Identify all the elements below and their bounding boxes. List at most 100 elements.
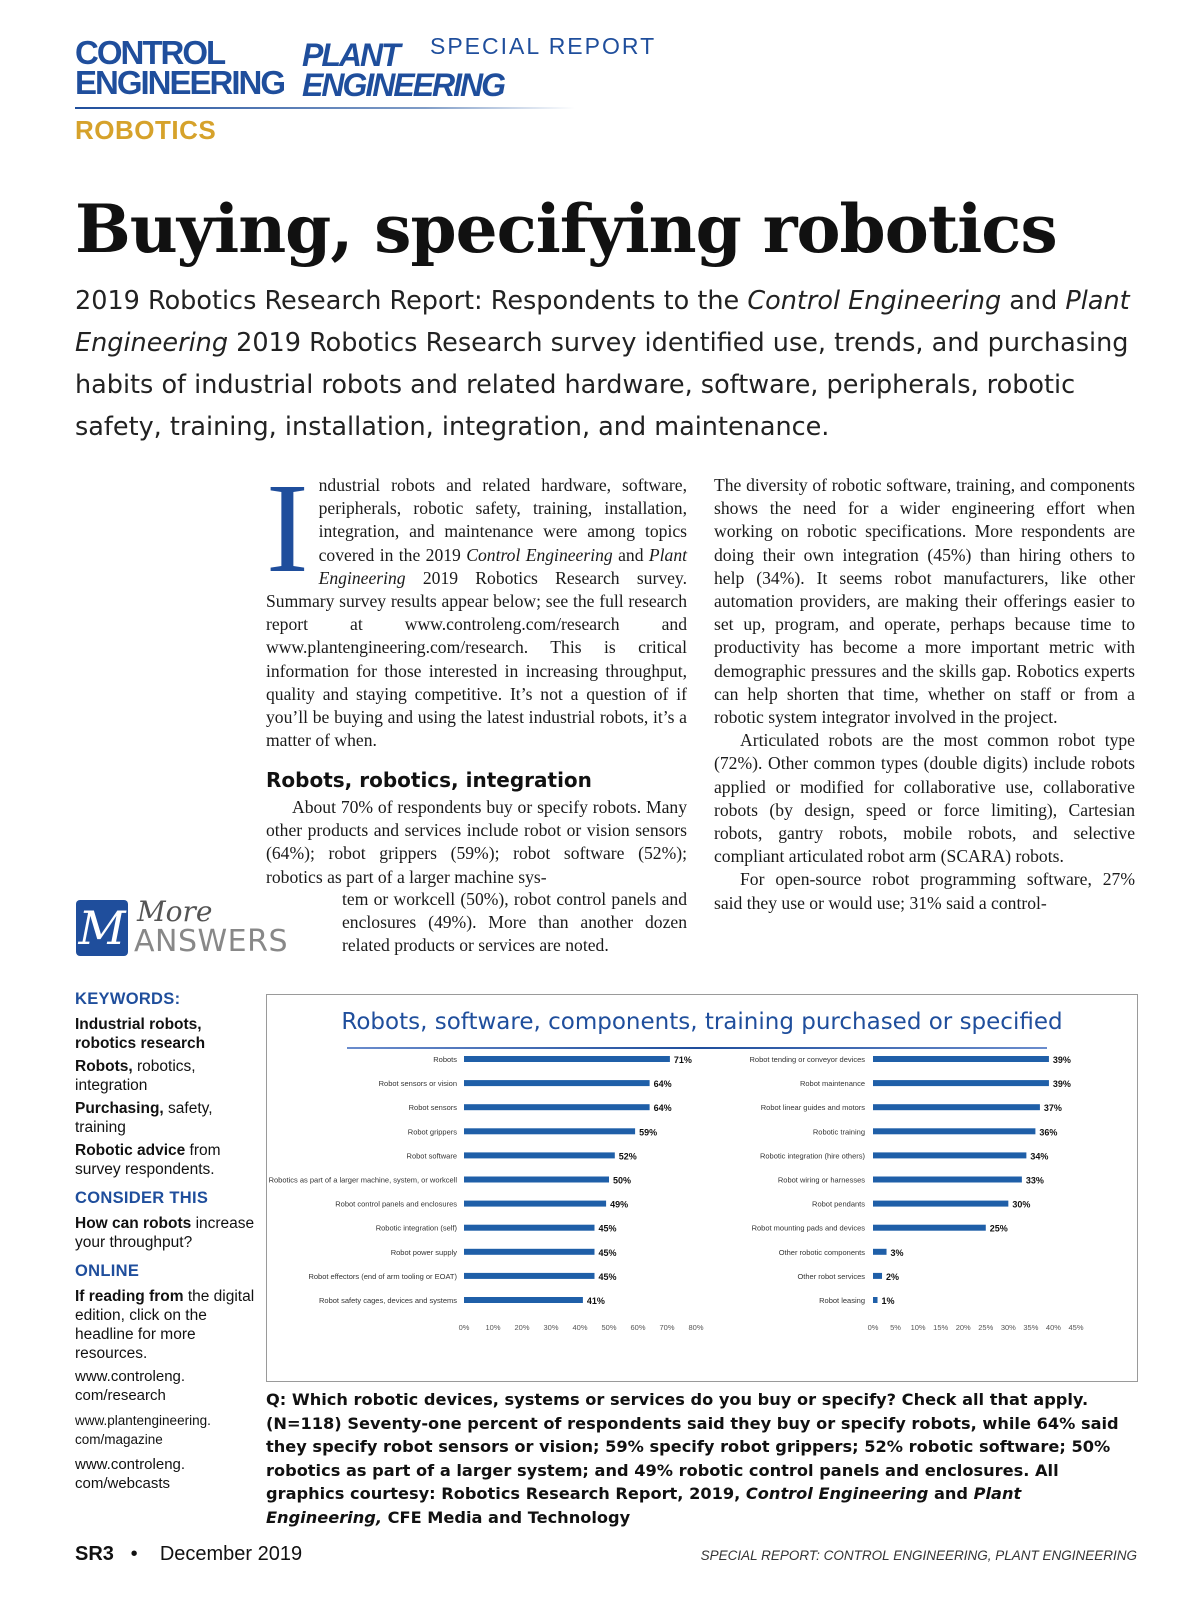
- bar-category-label: Robot leasing: [819, 1296, 865, 1305]
- bar-value-label: 34%: [1030, 1151, 1048, 1161]
- body-paragraph-2b: tem or workcell (50%), robot control pan…: [342, 889, 687, 956]
- bar-category-label: Robot control panels and enclosures: [335, 1200, 457, 1209]
- right-paragraph-3: For open-source robot programming softwa…: [714, 869, 1135, 913]
- axis-tick-label: 45%: [1068, 1323, 1083, 1332]
- bar-value-label: 39%: [1053, 1055, 1071, 1065]
- axis-tick-label: 25%: [978, 1323, 993, 1332]
- axis-tick-label: 20%: [956, 1323, 971, 1332]
- bar-value-label: 49%: [610, 1200, 628, 1210]
- bar-value-label: 64%: [654, 1079, 672, 1089]
- badge-answers-text: ANSWERS: [134, 924, 289, 959]
- sidebar: KEYWORDS: Industrial robots, robotics re…: [75, 990, 255, 1499]
- badge-more-text: More: [137, 895, 213, 928]
- bar-value-label: 36%: [1039, 1127, 1057, 1137]
- bar: [873, 1152, 1027, 1159]
- bar-category-label: Robot mounting pads and devices: [752, 1224, 866, 1233]
- bar-category-label: Robot software: [407, 1151, 457, 1160]
- bar: [873, 1128, 1036, 1135]
- bar: [464, 1104, 650, 1111]
- bar-category-label: Robotic integration (self): [376, 1224, 458, 1233]
- plant-engineering-logo: PLANT ENGINEERING: [302, 37, 506, 103]
- control-engineering-logo: CONTROL ENGINEERING: [75, 34, 286, 101]
- bar-value-label: 59%: [639, 1127, 657, 1137]
- bar-category-label: Robot safety cages, devices and systems: [319, 1296, 457, 1305]
- consider-heading: CONSIDER THIS: [75, 1189, 209, 1207]
- bar-category-label: Robotics as part of a larger machine, sy…: [269, 1176, 458, 1185]
- bar-value-label: 50%: [613, 1176, 631, 1186]
- bar-value-label: 52%: [619, 1151, 637, 1161]
- bar: [464, 1248, 595, 1255]
- axis-tick-label: 35%: [1023, 1323, 1038, 1332]
- bar: [464, 1080, 650, 1087]
- footer-running-title: SPECIAL REPORT: CONTROL ENGINEERING, PLA…: [700, 1548, 1137, 1563]
- bar-category-label: Robot pendants: [812, 1200, 865, 1209]
- page-number: SR3: [75, 1543, 114, 1565]
- axis-tick-label: 0%: [868, 1323, 879, 1332]
- axis-tick-label: 30%: [543, 1323, 558, 1332]
- link-controleng-webcasts[interactable]: www.controleng. com/webcasts: [75, 1456, 186, 1492]
- bar-value-label: 41%: [587, 1296, 605, 1306]
- page-title[interactable]: Buying, specifying robotics: [75, 190, 1058, 268]
- dropcap: I: [266, 457, 309, 599]
- bar: [464, 1297, 583, 1303]
- axis-tick-label: 70%: [659, 1323, 674, 1332]
- keyword-2: Robots, robotics, integration: [75, 1058, 196, 1094]
- bar-category-label: Robots: [433, 1055, 457, 1064]
- link-plantengineering-magazine[interactable]: www.plantengineering. com/magazine: [75, 1413, 211, 1447]
- online-heading: ONLINE: [75, 1262, 140, 1280]
- keywords-heading: KEYWORDS:: [75, 990, 181, 1008]
- bar-value-label: 33%: [1026, 1176, 1044, 1186]
- axis-tick-label: 15%: [933, 1323, 948, 1332]
- bar: [873, 1297, 878, 1303]
- footer-left: SR3 • December 2019: [75, 1543, 302, 1566]
- axis-tick-label: 40%: [572, 1323, 587, 1332]
- issue-date: December 2019: [159, 1543, 303, 1565]
- right-paragraph-1: The diversity of robotic software, train…: [714, 475, 1135, 728]
- bar-category-label: Robot sensors: [409, 1103, 458, 1112]
- bar: [464, 1176, 609, 1183]
- bar-value-label: 45%: [599, 1224, 617, 1234]
- bar-value-label: 45%: [599, 1272, 617, 1282]
- right-column: The diversity of robotic software, train…: [714, 474, 1135, 915]
- bar-category-label: Robot grippers: [408, 1127, 457, 1136]
- bar: [464, 1056, 670, 1062]
- bar-category-label: Robot wiring or harnesses: [778, 1176, 865, 1185]
- bar: [464, 1152, 615, 1159]
- link-controleng-research[interactable]: www.controleng. com/research: [75, 1368, 186, 1404]
- axis-tick-label: 5%: [890, 1323, 901, 1332]
- consider-text: How can robots increase your throughput?: [75, 1215, 255, 1251]
- bar: [873, 1200, 1009, 1207]
- bar-chart: Robots 71% Robot sensors or vision 64% Robot…: [269, 1055, 1084, 1332]
- bar-value-label: 39%: [1053, 1079, 1071, 1089]
- keyword-4: Robotic advice from survey respondents.: [75, 1142, 221, 1178]
- chart-caption: Q: Which robotic devices, systems or ser…: [266, 1390, 1119, 1527]
- section-tag: ROBOTICS: [75, 115, 217, 145]
- bar-category-label: Robot sensors or vision: [379, 1079, 457, 1088]
- bar: [873, 1176, 1022, 1183]
- bar-category-label: Robot tending or conveyor devices: [750, 1055, 866, 1064]
- special-report-label: SPECIAL REPORT: [430, 33, 657, 59]
- keyword-3: Purchasing, safety, training: [75, 1100, 213, 1136]
- bar-value-label: 1%: [882, 1296, 895, 1306]
- bar-value-label: 37%: [1044, 1103, 1062, 1113]
- bar-value-label: 25%: [990, 1224, 1008, 1234]
- bar-value-label: 2%: [886, 1272, 899, 1282]
- subhead: Robots, robotics, integration: [266, 768, 592, 792]
- bar: [464, 1200, 607, 1207]
- axis-tick-label: 10%: [485, 1323, 500, 1332]
- bar-category-label: Robot linear guides and motors: [761, 1103, 865, 1112]
- bar-category-label: Other robot services: [797, 1272, 865, 1281]
- bar-value-label: 30%: [1012, 1200, 1030, 1210]
- chart-container: Robots, software, components, training p…: [266, 994, 1138, 1382]
- bar-category-label: Other robotic components: [779, 1248, 866, 1257]
- bar-category-label: Robotic training: [813, 1127, 865, 1136]
- bar-category-label: Robot maintenance: [800, 1079, 865, 1088]
- axis-tick-label: 60%: [630, 1323, 645, 1332]
- bar-category-label: Robot effectors (end of arm tooling or E…: [308, 1272, 457, 1281]
- axis-tick-label: 0%: [459, 1323, 470, 1332]
- bar: [464, 1272, 595, 1279]
- body-paragraph-2a: About 70% of respondents buy or specify …: [266, 797, 687, 887]
- right-paragraph-2: Articulated robots are the most common r…: [714, 730, 1135, 867]
- bar-value-label: 64%: [654, 1103, 672, 1113]
